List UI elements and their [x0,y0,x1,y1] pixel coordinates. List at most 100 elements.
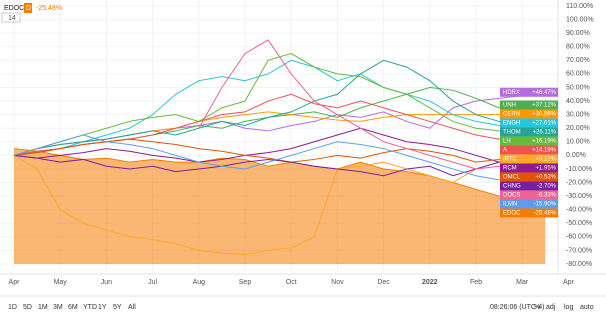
range-button[interactable]: 1Y [98,304,107,311]
end-label-box [500,145,558,155]
x-tick-label: Aug [193,279,206,286]
log-toggle[interactable]: log [564,304,573,311]
end-label-box [500,87,558,97]
end-label-value: +14.19% [532,148,557,154]
adj-toggle[interactable]: adj [546,304,556,311]
end-label-value: +37.12% [532,103,557,109]
x-tick-label: Apr [9,279,21,286]
range-button[interactable]: 5Y [113,304,122,311]
series-line [13,154,546,177]
y-tick-label: -30.00% [566,193,592,200]
compare-badge[interactable] [1,12,21,23]
end-label-box [500,100,558,110]
plot-area [0,0,569,272]
end-label: LH +16.19% [500,136,558,146]
x-tick-label: May [54,279,68,286]
y-tick-label: 10.00% [566,139,590,146]
y-tick-label: -50.00% [566,220,592,227]
end-label: CHNG -2.70% [500,181,558,191]
y-tick-label: 90.00% [566,30,590,37]
end-label: ILMN -15.90% [500,199,558,209]
x-tick-label: Feb [470,279,482,286]
y-tick-label: -40.00% [566,207,592,214]
auto-toggle[interactable]: auto [580,304,594,311]
end-label-box [500,190,558,200]
end-label-value: +3.22% [535,157,556,163]
end-label-name: RCM [503,166,517,172]
end-label-value: +26.11% [533,130,557,136]
x-tick-label: Nov [331,279,344,286]
clock: 08:26:06 (UTC-4) [490,304,544,311]
end-label: THOM +26.11% [500,127,558,137]
end-label-box [500,208,558,218]
end-label-name: DOCS [503,193,520,199]
end-label-value: +27.61% [532,121,557,127]
y-tick-label: -80.00% [566,261,592,268]
header-change: -25.48% [36,5,62,12]
y-tick-label: 30.00% [566,111,590,118]
end-label-value: -2.70% [537,184,557,190]
end-label-name: ENGH [503,121,520,127]
x-tick-label: Jun [101,279,112,286]
end-label-value: -25.48% [534,211,557,217]
range-button[interactable]: YTD [83,304,97,311]
end-label-name: IRTC [503,157,518,163]
end-label-value: +0.53% [535,175,556,181]
end-label-box [500,181,558,191]
y-tick-label: -20.00% [566,179,592,186]
series-line [13,138,546,163]
series-line [13,134,546,181]
end-label: CERN +30.56% [500,109,558,119]
end-label: A +14.19% [500,145,558,155]
end-label-box [500,109,558,119]
end-label: DOCS -6.33% [500,190,558,200]
end-label-name: UNH [503,103,516,109]
range-button[interactable]: 3M [53,304,63,311]
end-label-name: CHNG [503,184,521,190]
end-label-name: HDRX [503,90,520,96]
end-label-value: -6.33% [537,193,557,199]
x-tick-label: Jul [148,279,157,286]
end-label-name: ILMN [503,202,517,208]
end-label: IRTC +3.22% [500,154,558,164]
interval: D [26,5,31,12]
end-label-name: OMCL [503,175,521,181]
compare-count[interactable]: 14 [8,15,16,22]
interval-badge [24,3,32,13]
series-line [198,39,546,170]
y-tick-label: 80.00% [566,44,590,51]
area [14,148,546,264]
end-label-value: +30.56% [532,112,557,118]
x-tick-label: Dec [377,279,390,286]
end-label-box [500,163,558,173]
end-label: ENGH +27.61% [500,118,558,128]
end-label: HDRX +46.47% [500,87,558,97]
range-button[interactable]: 1D [8,304,17,311]
y-tick-label: -10.00% [566,166,592,173]
end-label-name: A [503,148,507,154]
end-label-name: CERN [503,112,520,118]
end-label-value: +16.19% [532,139,557,145]
series-line [13,59,546,156]
end-label: EDOC -25.48% [500,208,558,218]
symbol: EDOC [4,5,24,12]
end-label-box [500,172,558,182]
range-button[interactable]: 5D [23,304,32,311]
y-tick-label: 70.00% [566,57,590,64]
y-tick-label: 110.00% [566,3,593,10]
range-button[interactable]: All [128,304,136,311]
range-button[interactable]: 1M [38,304,48,311]
end-label-value: +46.47% [532,90,557,96]
y-tick-label: -70.00% [566,247,592,254]
x-tick-label: Mar [516,279,529,286]
percent-toggle[interactable]: % [534,304,540,311]
series-line [13,127,546,163]
series-line [13,150,546,255]
range-button[interactable]: 6M [68,304,78,311]
end-label-box [500,136,558,146]
end-label-box [500,118,558,128]
end-label-box [500,127,558,137]
y-tick-label: 0.00% [566,152,586,159]
end-label-box [500,199,558,209]
end-label-box [500,154,558,164]
